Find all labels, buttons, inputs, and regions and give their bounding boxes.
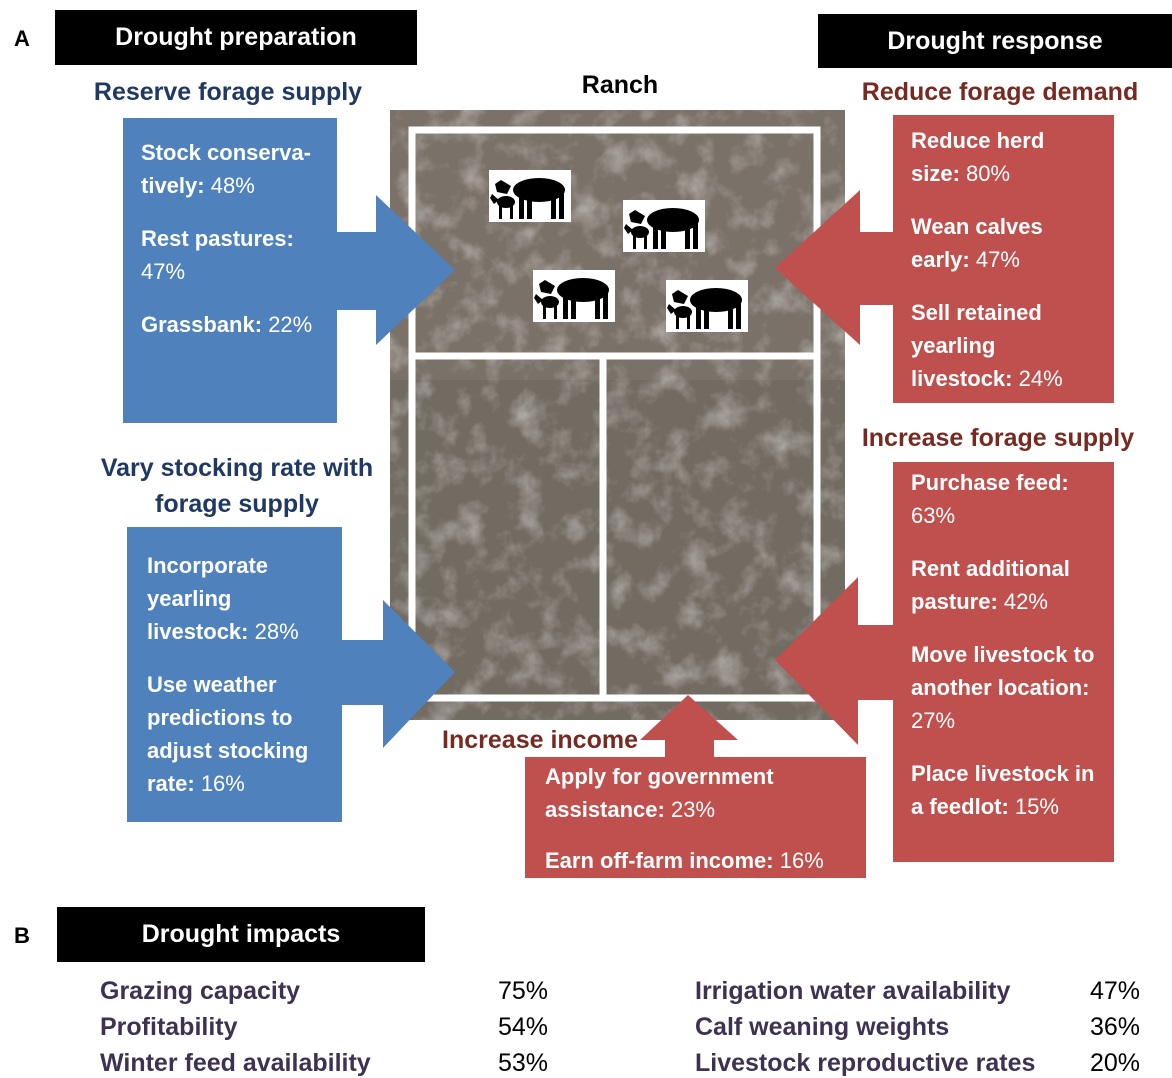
page: A B Drought preparation Drought response… (0, 0, 1172, 1078)
strategy-percent: 27% (911, 708, 955, 733)
group-title: Reserve forage supply (60, 74, 396, 110)
strategy-percent: 16% (780, 848, 824, 873)
strategy-item: Place livestock in a feedlot: 15% (911, 757, 1096, 823)
strategy-percent: 47% (141, 259, 185, 284)
group-title: Reduce forage demand (845, 74, 1155, 110)
strategy-percent: 16% (201, 771, 245, 796)
panel-label: A (14, 26, 30, 52)
strategy-item: Sell retained yearling livestock: 24% (911, 296, 1096, 395)
strategy-percent: 63% (911, 503, 955, 528)
strategy-item: Earn off-farm income: 16% (545, 844, 846, 877)
cow-icon (623, 200, 705, 252)
map-texture (390, 110, 845, 720)
strategy-percent: 80% (966, 161, 1010, 186)
section-header: Drought impacts (57, 907, 425, 962)
strategy-box: Stock conserva-tively: 48% Rest pastures:… (123, 118, 337, 423)
impact-percent: 36% (1090, 1013, 1140, 1042)
impact-percent: 75% (498, 977, 548, 1006)
section-header: Drought response (818, 14, 1172, 68)
strategy-box: Incorporate yearling livestock: 28% Use w… (127, 527, 342, 822)
group-title: Vary stocking rate with forage supply (100, 450, 374, 522)
impact-percent: 54% (498, 1013, 548, 1042)
cow-icon (533, 270, 615, 322)
map-title: Ranch (540, 67, 700, 103)
strategy-percent: 48% (211, 173, 255, 198)
panel-label: B (14, 923, 30, 949)
strategy-item: Rent additional pasture: 42% (911, 552, 1096, 618)
strategy-item: Move livestock to another location: 27% (911, 638, 1096, 737)
strategy-percent: 47% (976, 247, 1020, 272)
impact-percent: 47% (1090, 977, 1140, 1006)
strategy-item: Rest pastures: 47% (141, 222, 319, 288)
strategy-percent: 22% (268, 312, 312, 337)
group-title: Increase income (430, 722, 650, 758)
strategy-percent: 23% (671, 797, 715, 822)
strategy-label: Place livestock in a feedlot: (911, 761, 1094, 819)
section-header: Drought preparation (55, 10, 417, 65)
strategy-percent: 28% (255, 619, 299, 644)
strategy-box: Purchase feed: 63% Rent additional pastur… (893, 462, 1114, 862)
strategy-label: Move livestock to another location: (911, 642, 1094, 700)
strategy-item: Incorporate yearling livestock: 28% (147, 549, 322, 648)
strategy-percent: 15% (1015, 794, 1059, 819)
strategy-item: Stock conserva-tively: 48% (141, 136, 319, 202)
strategy-box: Reduce herd size: 80% Wean calves early: … (893, 115, 1114, 403)
strategy-item: Use weather predictions to adjust stocki… (147, 668, 322, 800)
strategy-label: Incorporate yearling livestock: (147, 553, 268, 644)
group-title: Increase forage supply (845, 420, 1151, 456)
strategy-label: Grassbank: (141, 312, 262, 337)
strategy-item: Apply for government assistance: 23% (545, 760, 846, 826)
strategy-item: Reduce herd size: 80% (911, 124, 1096, 190)
impact-label: Livestock reproductive rates (695, 1049, 1035, 1078)
strategy-label: Apply for government assistance: (545, 764, 774, 822)
strategy-percent: 42% (1004, 589, 1048, 614)
strategy-item: Grassbank: 22% (141, 308, 319, 341)
impact-percent: 20% (1090, 1049, 1140, 1078)
strategy-label: Earn off-farm income: (545, 848, 774, 873)
impact-percent: 53% (498, 1049, 548, 1078)
impact-label: Winter feed availability (100, 1049, 371, 1078)
impact-label: Irrigation water availability (695, 977, 1010, 1006)
cow-icon (489, 170, 571, 222)
cow-icon (666, 280, 748, 332)
strategy-label: Purchase feed: (911, 470, 1069, 495)
strategy-item: Wean calves early: 47% (911, 210, 1096, 276)
strategy-item: Purchase feed: 63% (911, 466, 1096, 532)
impact-label: Calf weaning weights (695, 1013, 949, 1042)
impact-label: Grazing capacity (100, 977, 300, 1006)
impact-label: Profitability (100, 1013, 238, 1042)
strategy-box: Apply for government assistance: 23% Earn… (525, 757, 866, 878)
strategy-label: Rest pastures: (141, 226, 294, 251)
strategy-percent: 24% (1019, 366, 1063, 391)
